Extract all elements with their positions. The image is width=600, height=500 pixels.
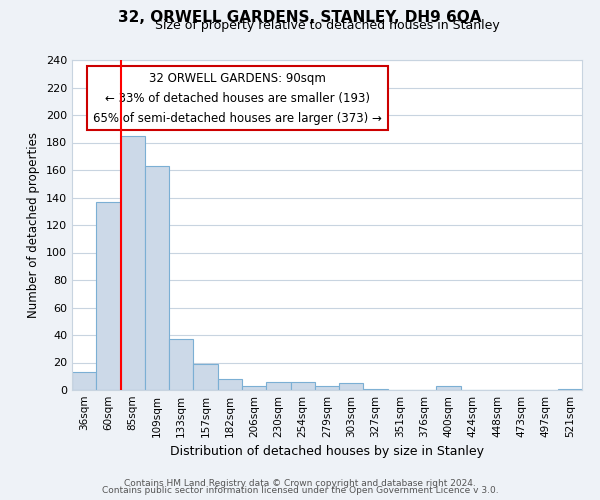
Bar [193,364,218,390]
Bar [290,382,315,390]
Bar [558,388,582,390]
Bar [169,339,193,390]
Text: Contains public sector information licensed under the Open Government Licence v : Contains public sector information licen… [101,486,499,495]
Bar [96,202,121,390]
Bar [72,372,96,390]
Text: Contains HM Land Registry data © Crown copyright and database right 2024.: Contains HM Land Registry data © Crown c… [124,478,476,488]
Bar [436,386,461,390]
Text: 32, ORWELL GARDENS, STANLEY, DH9 6QA: 32, ORWELL GARDENS, STANLEY, DH9 6QA [118,10,482,25]
Bar [121,136,145,390]
Bar [218,379,242,390]
Bar [339,383,364,390]
Bar [145,166,169,390]
Bar [315,386,339,390]
Text: 32 ORWELL GARDENS: 90sqm
← 33% of detached houses are smaller (193)
65% of semi-: 32 ORWELL GARDENS: 90sqm ← 33% of detach… [94,72,382,124]
Title: Size of property relative to detached houses in Stanley: Size of property relative to detached ho… [155,20,499,32]
Bar [364,388,388,390]
Bar [242,386,266,390]
X-axis label: Distribution of detached houses by size in Stanley: Distribution of detached houses by size … [170,446,484,458]
Bar [266,382,290,390]
Y-axis label: Number of detached properties: Number of detached properties [28,132,40,318]
